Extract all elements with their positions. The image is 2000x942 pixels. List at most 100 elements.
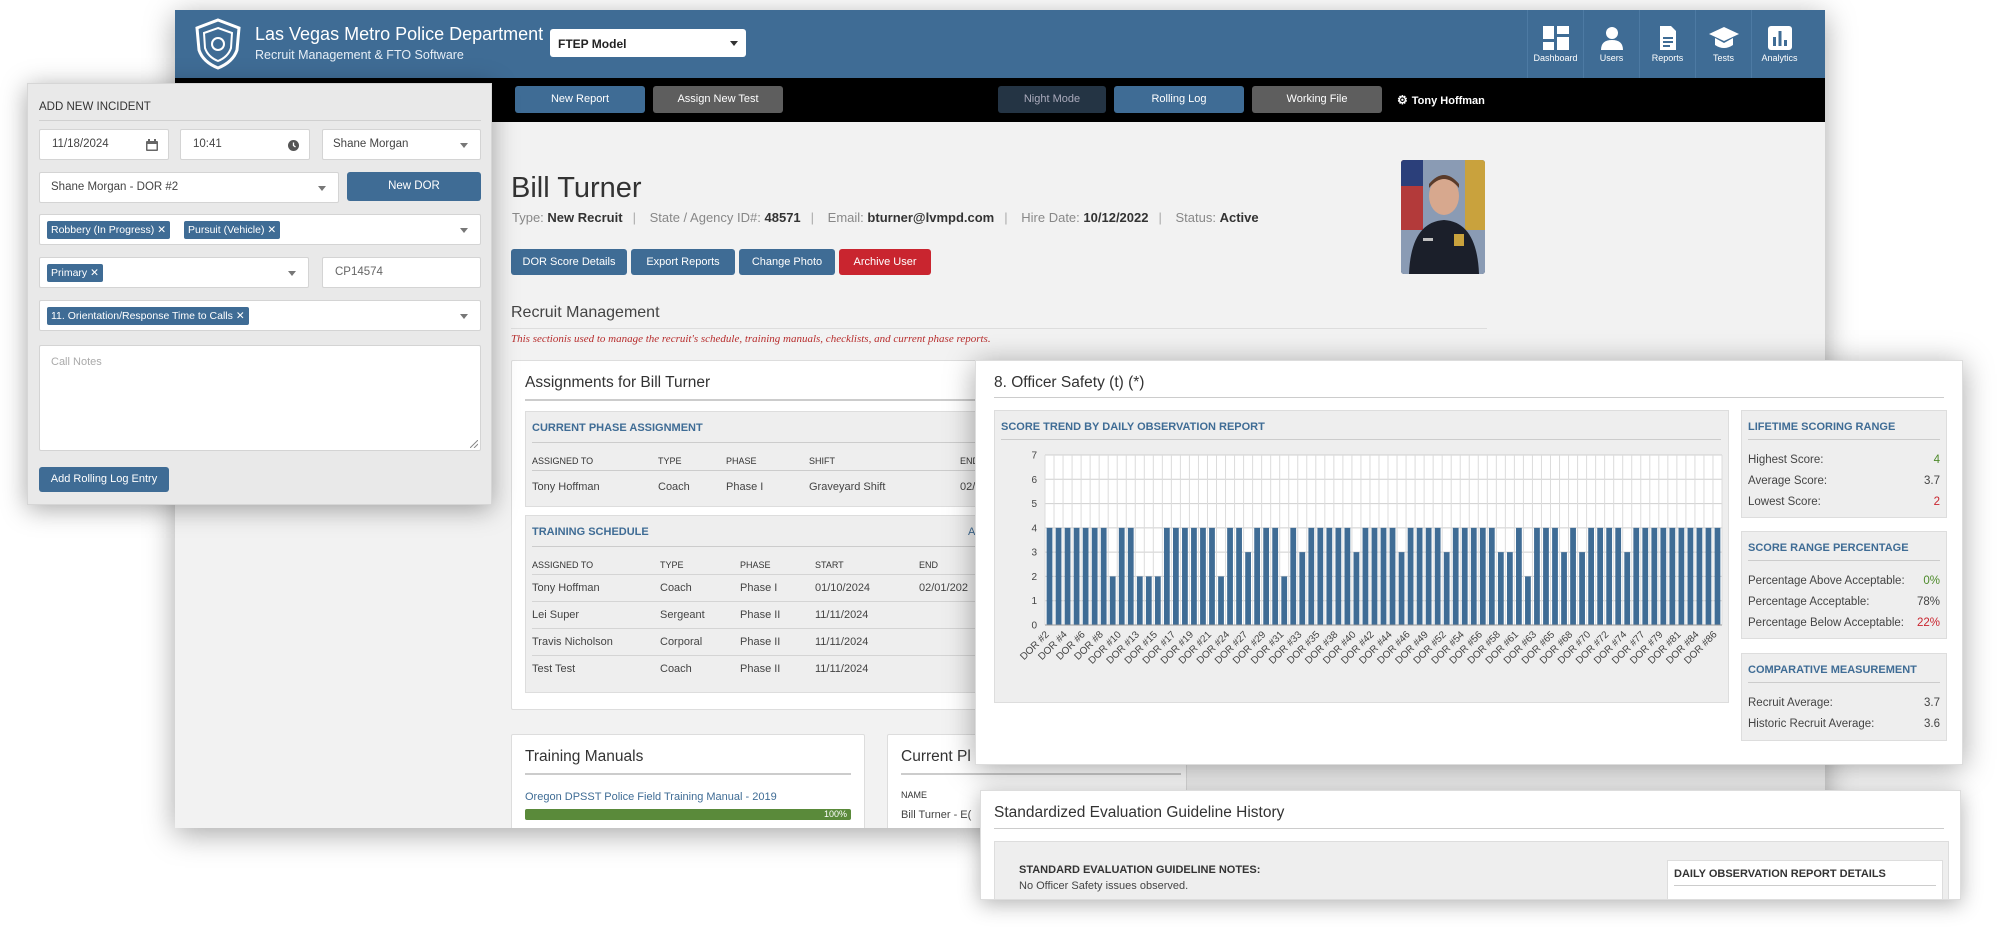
nav-reports[interactable]: Reports <box>1639 10 1695 78</box>
column-header: TYPE <box>660 560 684 570</box>
column-header: SHIFT <box>809 456 835 466</box>
tag-label: 11. Orientation/Response Time to Calls <box>51 310 233 322</box>
bar <box>1687 527 1694 625</box>
column-header: TYPE <box>658 456 682 466</box>
table-cell: Test Test <box>532 663 576 675</box>
table-cell: Bill Turner - E( <box>901 809 972 821</box>
table-cell: Lei Super <box>532 609 580 621</box>
training-schedule-title: TRAINING SCHEDULE <box>532 526 649 538</box>
nav-dashboard[interactable]: Dashboard <box>1527 10 1583 78</box>
resize-handle-icon[interactable] <box>470 440 478 448</box>
nav-analytics[interactable]: Analytics <box>1751 10 1807 78</box>
bar <box>1154 576 1161 625</box>
column-header: START <box>815 560 844 570</box>
nav-tests[interactable]: Tests <box>1695 10 1751 78</box>
divider <box>1748 560 1940 561</box>
bar <box>1525 576 1531 625</box>
nav-label: Tests <box>1712 53 1734 63</box>
score-range-panel: SCORE RANGE PERCENTAGE Percentage Above … <box>1741 531 1947 639</box>
call-notes-textarea[interactable]: Call Notes <box>39 345 481 451</box>
chart-title: SCORE TREND BY DAILY OBSERVATION REPORT <box>1001 421 1265 433</box>
dor-score-details-button[interactable]: DOR Score Details <box>511 249 627 275</box>
column-header: NAME <box>901 790 928 800</box>
table-cell: Travis Nicholson <box>532 636 613 648</box>
remove-tag-icon[interactable]: ✕ <box>267 224 277 236</box>
divider <box>532 655 1022 656</box>
role-tag[interactable]: Primary ✕ <box>47 264 103 282</box>
bar <box>1254 527 1261 625</box>
category-tag[interactable]: 11. Orientation/Response Time to Calls ✕ <box>47 307 249 325</box>
case-number-input[interactable]: CP14574 <box>322 257 481 288</box>
training-schedule-link[interactable]: A <box>968 526 976 538</box>
bar <box>1443 552 1450 625</box>
dor-select[interactable]: Shane Morgan - DOR #2 <box>39 172 339 203</box>
model-select[interactable]: FTEP Model <box>550 29 746 57</box>
app-window: Las Vegas Metro Police Department Recrui… <box>175 10 1825 828</box>
table-cell: 11/11/2024 <box>815 663 869 675</box>
bar <box>1398 552 1405 625</box>
time-field[interactable]: 10:41 <box>180 129 310 160</box>
table-cell: Tony Hoffman <box>532 481 600 493</box>
average-score-label: Average Score: <box>1748 475 1828 487</box>
bar <box>1326 527 1333 625</box>
column-header: END <box>919 560 939 570</box>
user-menu[interactable]: ⚙ Tony Hoffman <box>1397 78 1485 122</box>
bar <box>1136 576 1143 625</box>
table-cell: 02/01/202 <box>919 582 968 594</box>
manual-progress-label: 100% <box>823 809 847 819</box>
recruit-photo <box>1401 160 1485 274</box>
bar <box>1570 527 1576 625</box>
bar <box>1534 527 1540 625</box>
bar <box>1642 527 1649 625</box>
call-types-multiselect[interactable]: Robbery (In Progress) ✕ Pursuit (Vehicle… <box>39 214 481 245</box>
table-cell: Coach <box>660 663 692 675</box>
incident-title: ADD NEW INCIDENT <box>39 101 151 113</box>
status-value: Active <box>1219 210 1259 225</box>
table-cell: Coach <box>660 582 692 594</box>
bar <box>1633 527 1640 625</box>
assign-new-test-button[interactable]: Assign New Test <box>653 86 783 113</box>
rolling-log-button[interactable]: Rolling Log <box>1114 86 1244 113</box>
divider <box>532 574 1022 575</box>
add-rolling-log-entry-button[interactable]: Add Rolling Log Entry <box>39 467 169 492</box>
date-field[interactable]: 11/18/2024 <box>39 129 169 160</box>
bar <box>1344 527 1351 625</box>
remove-tag-icon[interactable]: ✕ <box>90 267 99 279</box>
change-photo-button[interactable]: Change Photo <box>739 249 835 275</box>
bar <box>1353 552 1360 625</box>
table-cell: 02/ <box>960 481 976 493</box>
divider <box>1674 885 1936 886</box>
category-select[interactable]: 11. Orientation/Response Time to Calls ✕ <box>39 300 481 331</box>
table-cell: 01/10/2024 <box>815 582 871 594</box>
seg-history-card: Standardized Evaluation Guideline Histor… <box>980 790 1961 900</box>
bar <box>1082 527 1089 625</box>
working-file-button[interactable]: Working File <box>1252 86 1382 113</box>
export-reports-button[interactable]: Export Reports <box>631 249 735 275</box>
lowest-score-value: 2 <box>1933 496 1940 508</box>
remove-tag-icon[interactable]: ✕ <box>157 224 167 236</box>
officer-select[interactable]: Shane Morgan <box>322 129 481 160</box>
nav-users[interactable]: Users <box>1583 10 1639 78</box>
bar <box>1579 552 1585 625</box>
archive-user-button[interactable]: Archive User <box>839 249 931 275</box>
recruit-name: Bill Turner <box>511 172 642 204</box>
manual-link[interactable]: Oregon DPSST Police Field Training Manua… <box>525 791 777 803</box>
night-mode-button[interactable]: Night Mode <box>998 86 1106 113</box>
shield-logo-icon[interactable] <box>189 16 247 72</box>
tag-label: Primary <box>51 267 88 279</box>
call-type-tag[interactable]: Robbery (In Progress) ✕ <box>47 221 171 239</box>
bar <box>1615 527 1622 625</box>
bar <box>1182 527 1188 625</box>
new-report-button[interactable]: New Report <box>515 86 645 113</box>
id-value: 48571 <box>764 210 801 225</box>
bar <box>1597 527 1604 625</box>
bar <box>1470 527 1477 625</box>
column-header: ASSIGNED TO <box>532 560 594 570</box>
divider <box>994 397 1944 398</box>
bar <box>1651 527 1658 625</box>
nav-label: Analytics <box>1761 53 1798 63</box>
call-type-tag[interactable]: Pursuit (Vehicle) ✕ <box>184 221 281 239</box>
new-dor-button[interactable]: New DOR <box>347 172 481 201</box>
remove-tag-icon[interactable]: ✕ <box>235 310 245 322</box>
role-select[interactable]: Primary ✕ <box>39 257 309 288</box>
